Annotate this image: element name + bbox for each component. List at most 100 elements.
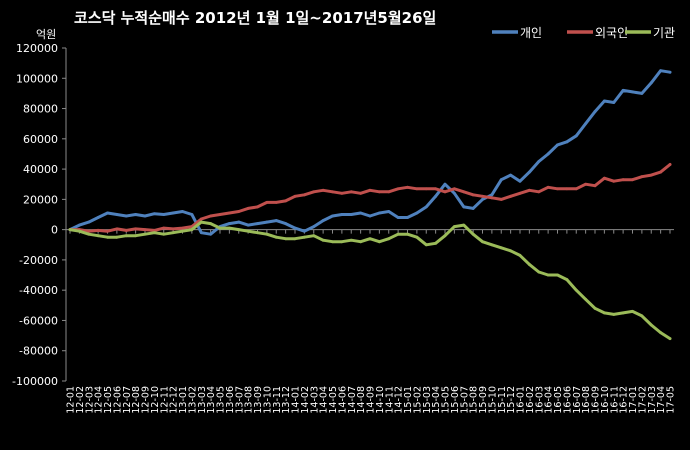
series-2-point bbox=[152, 228, 156, 232]
series-1-point bbox=[443, 182, 447, 186]
x-tick-label: 16-12 bbox=[619, 386, 630, 414]
series-1-point bbox=[227, 222, 231, 225]
series-3-point bbox=[302, 235, 306, 239]
series-3-point bbox=[274, 235, 278, 239]
series-1-point bbox=[396, 216, 400, 219]
x-tick-label: 12-09 bbox=[141, 386, 152, 414]
series-2-point bbox=[565, 187, 569, 191]
y-axis-unit-label: 억원 bbox=[36, 28, 56, 41]
series-2-point bbox=[612, 179, 616, 183]
series-2-point bbox=[424, 187, 428, 191]
x-tick-label: 14-07 bbox=[347, 386, 358, 414]
x-tick-label: 16-09 bbox=[591, 386, 602, 414]
series-3-point bbox=[518, 253, 522, 257]
series-3-point bbox=[387, 237, 391, 241]
x-tick-label: 15-08 bbox=[469, 386, 480, 414]
series-2-point bbox=[640, 175, 644, 179]
series-line-2 bbox=[68, 163, 672, 233]
series-3-point bbox=[556, 273, 559, 277]
series-2-point bbox=[415, 187, 419, 191]
x-tick-label: 15-11 bbox=[497, 386, 508, 414]
x-tick-label: 15-02 bbox=[412, 386, 423, 414]
series-1-point bbox=[171, 211, 175, 215]
series-2-point bbox=[265, 200, 269, 204]
x-tick-label: 12-03 bbox=[84, 386, 95, 414]
series-2-point bbox=[509, 194, 513, 198]
series-2-point bbox=[527, 188, 531, 192]
series-2-point bbox=[490, 196, 494, 200]
series-2-point bbox=[171, 227, 175, 231]
x-tick-label: 12-10 bbox=[150, 386, 161, 414]
series-2-point bbox=[96, 228, 100, 232]
series-2-point bbox=[462, 190, 466, 194]
series-2-point bbox=[434, 187, 438, 191]
series-3-point bbox=[415, 235, 419, 239]
x-tick-label: 12-01 bbox=[66, 386, 77, 414]
series-2-point bbox=[499, 197, 503, 201]
series-2-point bbox=[87, 229, 91, 233]
series-3-point bbox=[171, 231, 175, 235]
series-1-point bbox=[490, 193, 494, 197]
x-tick-label: 16-07 bbox=[572, 386, 583, 414]
series-3-point bbox=[631, 309, 634, 313]
x-tick-label: 15-05 bbox=[441, 386, 452, 414]
series-1-point bbox=[162, 213, 166, 216]
series-1-point bbox=[471, 207, 475, 210]
x-tick-label: 15-09 bbox=[478, 386, 489, 414]
series-2-point bbox=[631, 178, 634, 182]
series-1-point bbox=[331, 214, 334, 218]
series-2-point bbox=[181, 226, 184, 230]
series-1-point bbox=[434, 194, 438, 198]
legend-label-2: 외국인 bbox=[595, 26, 628, 40]
series-2-point bbox=[284, 199, 288, 203]
series-2-point bbox=[556, 187, 559, 191]
series-2-point bbox=[443, 190, 447, 194]
x-tick-label: 16-04 bbox=[544, 386, 555, 414]
x-tick-label: 14-06 bbox=[337, 386, 348, 414]
series-1-point bbox=[87, 220, 91, 224]
series-3-point bbox=[377, 240, 381, 244]
series-1-point bbox=[143, 214, 147, 218]
series-2-point bbox=[396, 187, 400, 191]
series-3-point bbox=[96, 234, 100, 238]
series-2-point bbox=[199, 217, 203, 221]
series-1-point bbox=[640, 92, 644, 95]
series-1-point bbox=[96, 216, 100, 219]
series-2-point bbox=[584, 182, 588, 186]
series-1-point bbox=[134, 213, 138, 216]
series-1-point bbox=[462, 205, 466, 209]
series-2-point bbox=[649, 173, 653, 177]
series-1-point bbox=[574, 134, 578, 138]
series-3-point bbox=[649, 323, 653, 327]
series-2-point bbox=[134, 227, 138, 231]
series-1-point bbox=[321, 219, 325, 222]
series-1-point bbox=[302, 229, 306, 233]
series-3-point bbox=[321, 238, 325, 242]
series-1-point bbox=[537, 160, 541, 163]
series-3-point bbox=[331, 240, 334, 244]
series-1-point bbox=[612, 101, 616, 104]
y-tick-label: 60000 bbox=[23, 133, 58, 146]
series-1-point bbox=[124, 214, 128, 218]
series-3-point bbox=[265, 232, 269, 236]
series-2-point bbox=[209, 214, 213, 218]
series-2-point bbox=[106, 229, 109, 233]
x-tick-label: 13-12 bbox=[281, 386, 292, 414]
series-3-point bbox=[190, 228, 194, 232]
series-3-point bbox=[199, 220, 203, 224]
x-tick-label: 12-07 bbox=[122, 386, 133, 414]
series-3-point bbox=[640, 314, 644, 318]
series-3-point bbox=[527, 263, 531, 266]
series-2-point bbox=[546, 185, 550, 189]
series-2-point bbox=[377, 190, 381, 194]
series-2-point bbox=[162, 226, 166, 230]
x-tick-label: 12-02 bbox=[75, 386, 86, 414]
series-1-point bbox=[199, 231, 203, 235]
series-3-point bbox=[293, 237, 297, 241]
legend-label-3: 기관 bbox=[653, 26, 675, 40]
x-tick-label: 13-07 bbox=[234, 386, 245, 414]
series-2-point bbox=[406, 185, 409, 189]
x-tick-label: 14-02 bbox=[300, 386, 311, 414]
